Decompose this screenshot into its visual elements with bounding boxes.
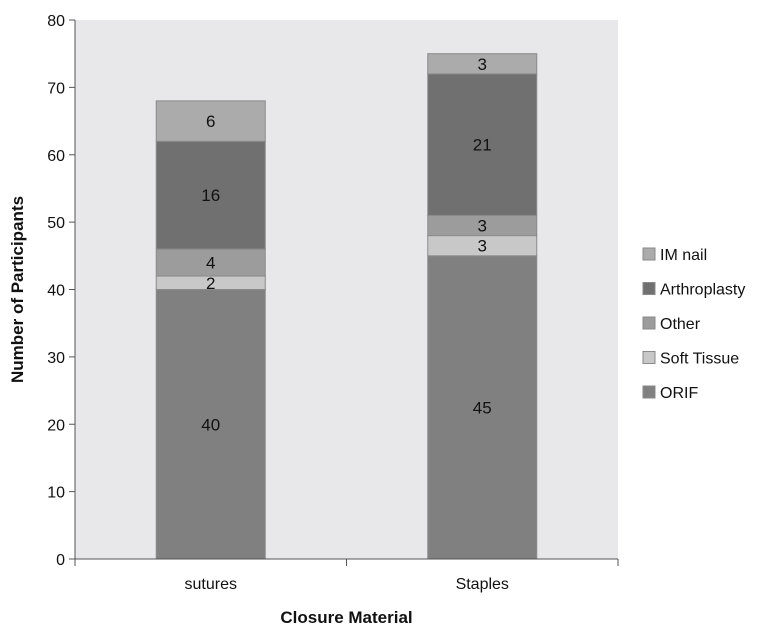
data-label: 45: [473, 398, 492, 417]
bar-segment: [427, 255, 538, 560]
data-label: 3: [478, 216, 487, 235]
y-tick-label: 30: [47, 350, 65, 367]
data-label: 3: [478, 55, 487, 74]
y-axis: 0 10 20 30 40 50 60 70 80: [47, 13, 76, 569]
y-tick-label: 40: [47, 283, 65, 300]
bar-segment: [155, 289, 266, 560]
data-label: 40: [201, 415, 220, 434]
bar-segment: [155, 248, 266, 277]
data-label: 2: [206, 274, 215, 293]
y-tick-label: 50: [47, 215, 65, 232]
legend-label: Other: [660, 316, 701, 333]
y-tick-label: 80: [47, 13, 65, 30]
y-tick-label: 20: [47, 417, 65, 434]
bar-segment: [427, 73, 538, 216]
bar-segment: [155, 100, 266, 142]
x-tick-label: Staples: [456, 576, 509, 593]
data-label: 21: [473, 136, 492, 155]
x-axis: sutures Staples: [74, 558, 619, 593]
x-tick-label: sutures: [185, 576, 237, 593]
legend-swatch: [642, 385, 656, 399]
legend-label: IM nail: [660, 247, 707, 264]
bar-segment: [155, 140, 266, 250]
legend-swatch: [642, 247, 656, 261]
legend-swatch: [642, 351, 656, 364]
y-axis-title: Number of Participants: [8, 196, 27, 383]
legend: IM nail Arthroplasty Other Soft Tissue ORIF: [642, 247, 745, 402]
legend-label: Soft Tissue: [660, 351, 739, 368]
legend-swatch: [642, 282, 656, 295]
y-tick-label: 60: [47, 148, 65, 165]
legend-label: ORIF: [660, 385, 698, 402]
y-tick-label: 70: [47, 80, 65, 97]
y-tick-label: 0: [56, 552, 65, 569]
legend-label: Arthroplasty: [660, 282, 745, 299]
data-label: 6: [206, 112, 215, 131]
data-label: 3: [478, 237, 487, 256]
y-tick-label: 10: [47, 485, 65, 502]
legend-swatch: [642, 316, 656, 330]
data-label: 4: [206, 254, 215, 273]
bar-segment: [427, 53, 538, 75]
x-axis-title: Closure Material: [280, 608, 412, 624]
data-label: 16: [201, 186, 220, 205]
